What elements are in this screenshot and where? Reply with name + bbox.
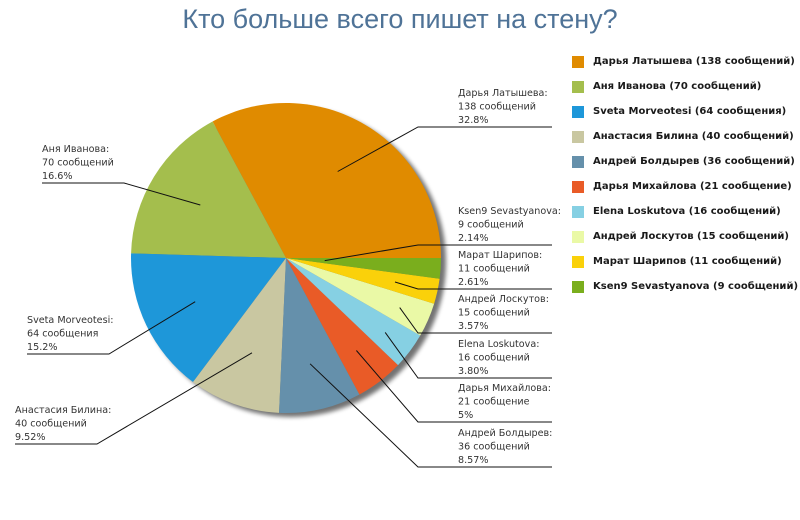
- callout-count: 138 сообщений: [458, 102, 536, 113]
- legend-swatch: [572, 80, 584, 93]
- callout-count: 9 сообщений: [458, 220, 524, 231]
- callout-count: 11 сообщений: [458, 264, 530, 275]
- pie-slice: [286, 258, 440, 304]
- pie-slice: [131, 253, 286, 383]
- callout-name: Sveta Morveotesi:: [27, 315, 113, 326]
- legend-swatch: [572, 155, 584, 168]
- legend-item: Elena Loskutova (16 сообщений): [572, 199, 797, 224]
- callout-percent: 3.80%: [458, 366, 488, 377]
- legend-swatch: [572, 280, 584, 293]
- callout-name: Ksen9 Sevastyanova:: [458, 206, 561, 217]
- pie-slice: [131, 121, 286, 258]
- callout-line: [309, 363, 552, 468]
- callout-name: Андрей Болдырев:: [458, 428, 552, 439]
- legend-label: Марат Шарипов (11 сообщений): [593, 256, 782, 267]
- callout-count: 64 сообщения: [27, 329, 98, 340]
- callout-percent: 9.52%: [15, 432, 45, 443]
- callout-line: [15, 352, 253, 445]
- legend-label: Дарья Латышева (138 сообщений): [593, 56, 795, 67]
- callout-percent: 5%: [458, 410, 473, 421]
- callout-count: 36 сообщений: [458, 442, 530, 453]
- callout-percent: 2.14%: [458, 233, 488, 244]
- legend-label: Sveta Morveotesi (64 сообщения): [593, 106, 787, 117]
- legend-swatch: [572, 205, 584, 218]
- legend-swatch: [572, 230, 584, 243]
- pie-slice: [286, 258, 399, 395]
- callout-line: [394, 281, 552, 290]
- callout-name: Анастасия Билина:: [15, 405, 111, 416]
- callout-count: 16 сообщений: [458, 353, 530, 364]
- callout-line: [337, 126, 552, 172]
- callout-name: Аня Иванова:: [42, 144, 109, 155]
- callout-percent: 8.57%: [458, 455, 488, 466]
- legend-label: Ksen9 Sevastyanova (9 сообщений): [593, 281, 799, 292]
- callout-labels: Дарья Латышева: 138 сообщений 32.8% Аня Ива…: [15, 88, 561, 466]
- legend-item: Дарья Латышева (138 сообщений): [572, 49, 797, 74]
- callout-line: [27, 301, 196, 355]
- legend-label: Аня Иванова (70 сообщений): [593, 81, 762, 92]
- legend-label: Анастасия Билина (40 сообщений): [593, 131, 794, 142]
- callout-name: Андрей Лоскутов:: [458, 294, 549, 305]
- callout-line: [356, 350, 552, 423]
- legend-item: Аня Иванова (70 сообщений): [572, 74, 797, 99]
- legend-item: Дарья Михайлова (21 сообщение): [572, 174, 797, 199]
- callout-name: Дарья Латышева:: [458, 88, 548, 99]
- callout-count: 21 сообщение: [458, 397, 530, 408]
- callout-name: Марат Шарипов:: [458, 250, 542, 261]
- pie-slice: [212, 103, 441, 258]
- callout-percent: 2.61%: [458, 277, 488, 288]
- callout-line: [324, 244, 552, 262]
- callout-count: 40 сообщений: [15, 419, 87, 430]
- callout-name: Дарья Михайлова:: [458, 383, 551, 394]
- legend-swatch: [572, 55, 584, 68]
- callout-line: [42, 182, 201, 206]
- legend-swatch: [572, 255, 584, 268]
- callout-line: [384, 332, 552, 379]
- pie-slice: [286, 258, 435, 336]
- legend-item: Марат Шарипов (11 сообщений): [572, 249, 797, 274]
- chart-title: Кто больше всего пишет на стену?: [182, 4, 618, 34]
- legend-label: Андрей Лоскутов (15 сообщений): [593, 231, 789, 242]
- legend-item: Андрей Болдырев (36 сообщений): [572, 149, 797, 174]
- callout-name: Elena Loskutova:: [458, 339, 539, 350]
- callout-line: [399, 307, 552, 334]
- legend-item: Андрей Лоскутов (15 сообщений): [572, 224, 797, 249]
- legend-item: Ksen9 Sevastyanova (9 сообщений): [572, 274, 799, 299]
- callout-percent: 16.6%: [42, 171, 72, 182]
- legend-swatch: [572, 130, 584, 143]
- legend-swatch: [572, 105, 584, 118]
- legend-label: Дарья Михайлова (21 сообщение): [593, 181, 792, 192]
- callout-count: 15 сообщений: [458, 308, 530, 319]
- pie-slice: [279, 258, 360, 413]
- legend-item: Анастасия Билина (40 сообщений): [572, 124, 797, 149]
- callout-percent: 3.57%: [458, 321, 488, 332]
- pie-slices: [131, 103, 441, 413]
- pie-slice: [286, 258, 421, 366]
- legend-swatch: [572, 180, 584, 193]
- callout-percent: 15.2%: [27, 342, 57, 353]
- callout-count: 70 сообщений: [42, 158, 114, 169]
- legend-label: Андрей Болдырев (36 сообщений): [593, 156, 795, 167]
- callout-percent: 32.8%: [458, 115, 488, 126]
- legend-item: Sveta Morveotesi (64 сообщения): [572, 99, 797, 124]
- legend-label: Elena Loskutova (16 сообщений): [593, 206, 781, 217]
- pie-slice: [286, 258, 441, 279]
- legend: Дарья Латышева (138 сообщений) Аня Иванов…: [572, 49, 799, 299]
- callout-lines: [15, 126, 552, 468]
